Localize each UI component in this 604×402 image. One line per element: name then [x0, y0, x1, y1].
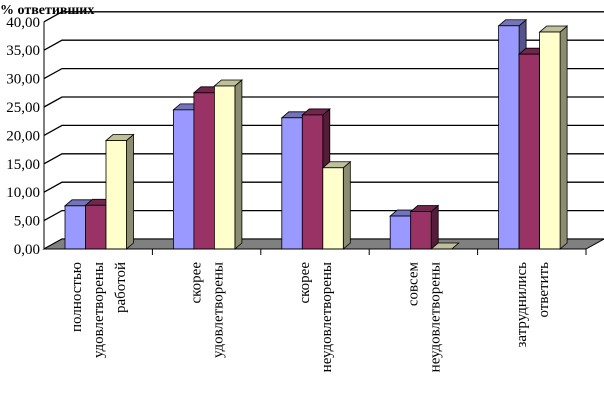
bar-front [281, 117, 303, 250]
bar-front [389, 215, 412, 250]
gridlines [43, 11, 604, 250]
category-label: скорее [189, 262, 205, 304]
y-tick-label: 35,00 [6, 43, 40, 59]
category-label: удовлетворены [211, 262, 227, 358]
bar-front [410, 211, 432, 250]
bar-front [518, 53, 540, 250]
y-tick-label: 0,00 [14, 242, 40, 258]
bar-series-3-cat-1 [104, 133, 135, 250]
axes [43, 21, 587, 255]
y-tick-label: 15,00 [6, 157, 40, 173]
bar-front [193, 92, 215, 250]
category-label: полностью [69, 262, 85, 332]
y-tick-label: 20,00 [6, 128, 40, 144]
y-tick-label: 40,00 [6, 15, 40, 31]
y-tick-label: 5,00 [14, 214, 40, 230]
bar-series-2-cat-4 [409, 204, 440, 250]
bar-front [539, 31, 561, 250]
gridline [43, 181, 604, 193]
y-tick-labels: 0,00 5,00 10,00 15,00 20,00 25,00 30,00 35,00 40… [6, 15, 40, 258]
bar-front [105, 140, 127, 250]
bar-front [301, 114, 324, 250]
category-label: неудовлетворены [427, 262, 443, 372]
bar-front [64, 205, 86, 250]
bar-side [559, 25, 568, 250]
category-label: скорее [297, 262, 313, 304]
category-label: совсем [405, 262, 421, 307]
bar-series-3-cat-2 [213, 79, 243, 250]
bar-series-3-cat-5 [538, 25, 569, 250]
y-tick-label: 25,00 [6, 100, 40, 116]
bar-front [213, 85, 236, 250]
bar-side [342, 160, 351, 250]
bars [63, 18, 569, 250]
bar-series-3-cat-3 [321, 160, 352, 250]
y-tick-label: 30,00 [6, 72, 40, 88]
category-label: удовлетворены [91, 262, 107, 358]
gridline [43, 11, 604, 23]
gridline [43, 67, 604, 80]
gridline [43, 39, 604, 51]
bar-side [234, 79, 243, 250]
bar-side [430, 204, 439, 250]
bar-front [85, 204, 107, 250]
category-labels: полностью удовлетворены работой скорее удовл… [69, 262, 552, 373]
category-label: затруднились [514, 262, 530, 348]
bar-side [126, 133, 134, 250]
category-label: ответить [536, 262, 552, 318]
bar-front [322, 167, 344, 250]
gridline [43, 96, 604, 108]
bar-front [498, 25, 520, 250]
y-axis-title: % ответивших [0, 3, 94, 18]
bar-front [172, 109, 195, 250]
category-label: работой [113, 262, 129, 313]
gridline [43, 153, 604, 165]
gridline [43, 124, 604, 136]
category-label: неудовлетворены [319, 262, 335, 372]
y-tick-label: 10,00 [6, 185, 40, 201]
